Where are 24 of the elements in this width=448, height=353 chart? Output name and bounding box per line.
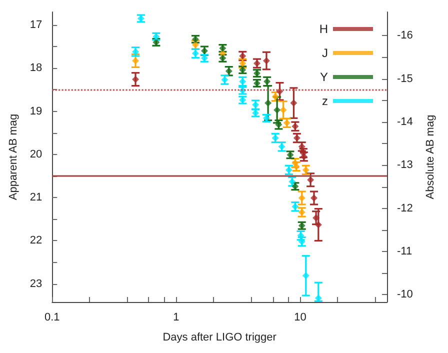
y2-axis-title: Absolute AB mag — [424, 114, 436, 200]
x-tick-label: 0.1 — [44, 312, 60, 324]
y-tick-label: 23 — [30, 278, 42, 290]
x-tick-label: 1 — [173, 312, 180, 324]
y-tick-label: 21 — [30, 192, 42, 204]
y2-tick-label: -12 — [397, 202, 413, 214]
y-tick-label: 19 — [30, 105, 42, 118]
y-tick-label: 18 — [30, 62, 42, 74]
y-tick-label: 17 — [30, 18, 42, 31]
y-tick-label: 22 — [30, 234, 42, 247]
y2-tick-label: -11 — [397, 246, 412, 258]
y2-tick-label: -13 — [397, 159, 413, 172]
legend-label: H — [319, 22, 328, 36]
legend-label: J — [322, 46, 328, 60]
y2-tick-label: -16 — [397, 30, 413, 42]
y2-tick-label: -14 — [397, 116, 413, 128]
x-axis-title: Days after LIGO trigger — [162, 332, 277, 344]
y2-tick-label: -10 — [397, 288, 413, 301]
legend-label: z — [322, 94, 328, 108]
x-tick-label: 10 — [294, 312, 306, 324]
y-tick-label: 20 — [30, 148, 42, 160]
y2-tick-label: -15 — [397, 72, 413, 85]
y-axis-title: Apparent AB mag — [8, 114, 20, 200]
legend-label: Y — [320, 70, 328, 84]
